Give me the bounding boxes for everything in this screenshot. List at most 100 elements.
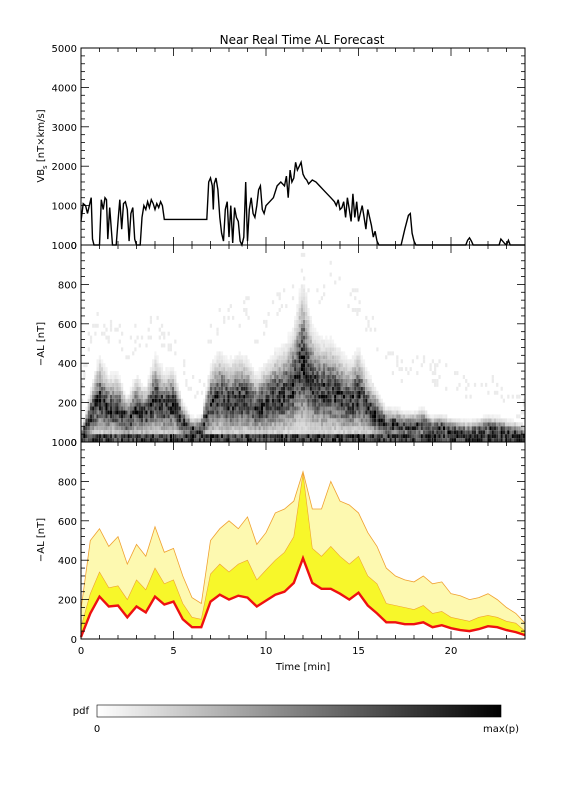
- heatmap-cell: [174, 394, 177, 399]
- heatmap-cell: [149, 367, 153, 372]
- heatmap-cell: [347, 422, 350, 427]
- heatmap-cell: [289, 406, 292, 411]
- heatmap-cell: [238, 371, 241, 376]
- heatmap-cell: [345, 390, 348, 395]
- heatmap-cell: [109, 319, 113, 324]
- heatmap-cell: [156, 406, 159, 411]
- heatmap-cell: [307, 386, 310, 391]
- heatmap-cell: [154, 434, 157, 439]
- heatmap-cell: [442, 418, 446, 423]
- heatmap-cell: [289, 339, 292, 344]
- heatmap-cell: [96, 382, 99, 387]
- heatmap-cell: [136, 426, 139, 431]
- heatmap-cell: [212, 382, 215, 387]
- heatmap-cell: [214, 430, 217, 435]
- heatmap-cell: [340, 371, 343, 376]
- heatmap-cell: [101, 438, 104, 443]
- heatmap-cell: [320, 375, 324, 379]
- heatmap-cell: [431, 359, 435, 364]
- heatmap-cell: [351, 359, 355, 364]
- heatmap-cell: [254, 375, 257, 379]
- heatmap-cell: [298, 426, 301, 431]
- heatmap-cell: [280, 379, 284, 383]
- heatmap-cell: [496, 438, 499, 443]
- heatmap-cell: [145, 434, 148, 439]
- heatmap-cell: [296, 430, 299, 435]
- heatmap-cell: [349, 398, 352, 403]
- heatmap-cell: [216, 375, 219, 379]
- heatmap-cell: [294, 375, 297, 379]
- heatmap-cell: [223, 402, 226, 407]
- heatmap-cell: [398, 422, 401, 427]
- heatmap-cell: [416, 434, 419, 439]
- heatmap-cell: [258, 371, 261, 376]
- heatmap-cell: [174, 418, 177, 423]
- heatmap-cell: [374, 386, 377, 391]
- heatmap-cell: [274, 347, 277, 352]
- heatmap-cell: [263, 379, 266, 383]
- heatmap-cell: [491, 430, 494, 435]
- heatmap-cell: [214, 355, 217, 360]
- heatmap-cell: [269, 422, 272, 427]
- heatmap-cell: [187, 434, 190, 439]
- heatmap-cell: [285, 422, 288, 427]
- heatmap-cell: [507, 434, 510, 439]
- heatmap-cell: [121, 406, 124, 411]
- heatmap-cell: [267, 363, 270, 368]
- heatmap-cell: [285, 386, 288, 391]
- heatmap-cell: [371, 410, 375, 415]
- heatmap-cell: [152, 398, 155, 403]
- heatmap-cell: [367, 434, 370, 439]
- heatmap-cell: [218, 414, 221, 419]
- heatmap-cell: [296, 355, 299, 360]
- heatmap-cell: [223, 359, 226, 364]
- heatmap-cell: [356, 367, 359, 372]
- heatmap-cell: [200, 390, 204, 395]
- heatmap-cell: [303, 304, 306, 309]
- heatmap-cell: [316, 410, 319, 415]
- heatmap-cell: [289, 386, 292, 391]
- heatmap-cell: [229, 371, 232, 376]
- heatmap-cell: [143, 438, 146, 443]
- heatmap-cell: [291, 390, 295, 395]
- heatmap-cell: [283, 288, 286, 293]
- heatmap-cell: [336, 410, 339, 415]
- heatmap-cell: [285, 406, 288, 411]
- y-tick-label: 1000: [52, 241, 77, 252]
- heatmap-cell: [323, 343, 326, 348]
- heatmap-cell: [311, 426, 315, 431]
- heatmap-cell: [498, 430, 501, 435]
- heatmap-cell: [278, 406, 281, 411]
- heatmap-cell: [163, 343, 166, 348]
- heatmap-cell: [140, 382, 144, 387]
- heatmap-cell: [340, 434, 343, 439]
- heatmap-cell: [147, 406, 150, 411]
- heatmap-cell: [314, 327, 317, 332]
- heatmap-cell: [249, 398, 252, 403]
- heatmap-cell: [360, 355, 363, 360]
- heatmap-cell: [351, 386, 355, 391]
- heatmap-cell: [160, 406, 164, 411]
- heatmap-cell: [305, 426, 308, 431]
- heatmap-cell: [309, 339, 312, 344]
- heatmap-cell: [223, 363, 226, 368]
- heatmap-cell: [351, 390, 355, 395]
- heatmap-cell: [351, 375, 355, 379]
- heatmap-cell: [456, 418, 459, 423]
- heatmap-cell: [325, 438, 328, 443]
- heatmap-cell: [165, 402, 168, 407]
- heatmap-cell: [294, 371, 297, 376]
- heatmap-cell: [271, 300, 275, 305]
- heatmap-cell: [209, 394, 213, 399]
- heatmap-cell: [280, 363, 284, 368]
- heatmap-cell: [338, 351, 341, 356]
- heatmap-cell: [123, 430, 126, 435]
- heatmap-cell: [105, 390, 108, 395]
- heatmap-cell: [287, 430, 290, 435]
- heatmap-cell: [216, 327, 219, 332]
- heatmap-cell: [323, 402, 326, 407]
- heatmap-cell: [156, 402, 159, 407]
- heatmap-cell: [374, 418, 377, 423]
- heatmap-cell: [183, 359, 186, 364]
- heatmap-cell: [216, 410, 219, 415]
